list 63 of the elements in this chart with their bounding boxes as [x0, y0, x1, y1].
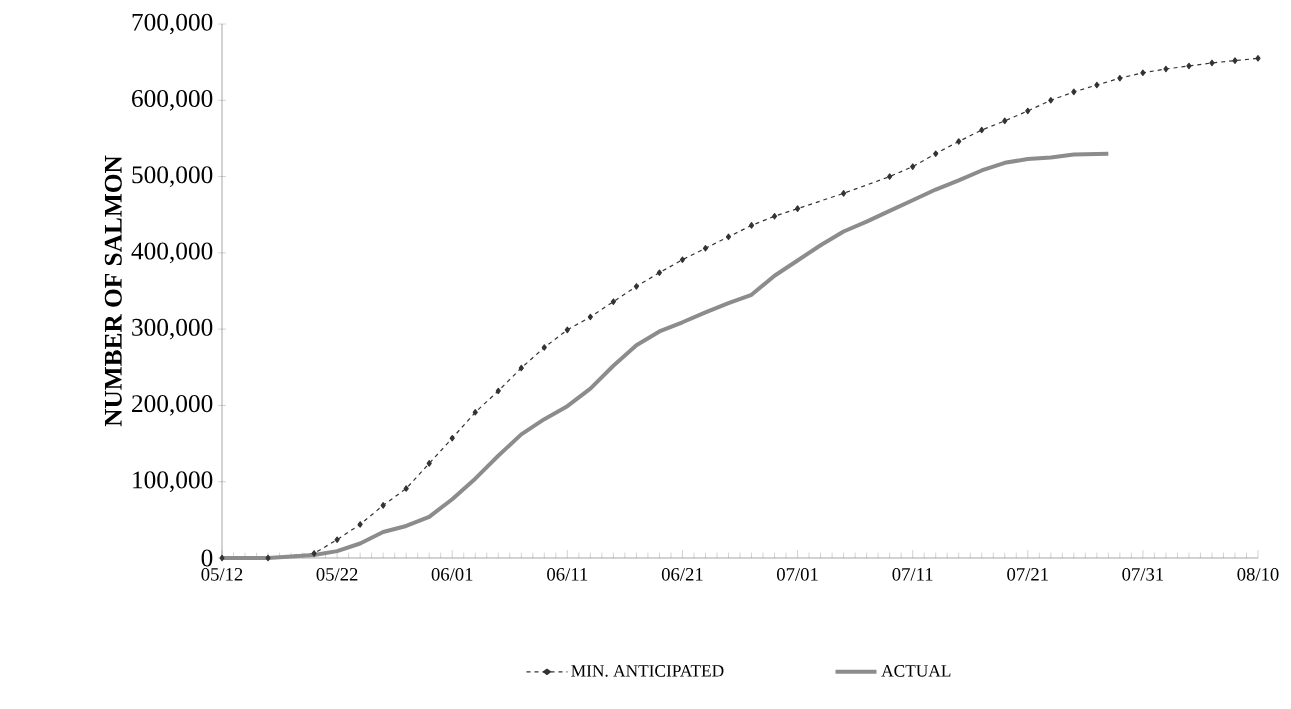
point [1186, 62, 1192, 70]
point [979, 126, 985, 134]
y-tick-label: 500,000 [132, 166, 213, 187]
y-tick-label: 700,000 [132, 13, 213, 35]
point [1232, 57, 1238, 64]
point [887, 173, 893, 180]
x-tick-label: 08/10 [1237, 568, 1279, 581]
point [748, 222, 755, 229]
x-tick-label: 07/31 [1122, 568, 1164, 581]
x-tick-label: 07/11 [892, 568, 933, 581]
point [311, 550, 317, 557]
x-tick-label: 07/21 [1007, 568, 1048, 581]
point [771, 212, 778, 220]
point [1209, 59, 1215, 67]
point [1048, 97, 1054, 104]
point [219, 554, 225, 562]
point [472, 409, 478, 416]
point [725, 233, 732, 241]
x-tick-label: 07/01 [777, 568, 818, 581]
point [1071, 88, 1077, 96]
point [357, 521, 363, 528]
legend-label: ACTUAL [881, 665, 951, 677]
point [702, 245, 709, 252]
point [1025, 107, 1031, 115]
point [1163, 65, 1169, 73]
x-tick-label: 05/22 [316, 568, 358, 581]
point [841, 190, 847, 197]
point [956, 138, 962, 145]
point [679, 256, 686, 263]
x-tick-label: 06/01 [431, 568, 473, 581]
x-tick-label: 06/21 [661, 568, 703, 581]
y-tick-label: 100,000 [133, 471, 213, 493]
point [587, 313, 593, 321]
y-tick-label: 200,000 [132, 395, 213, 416]
point [265, 554, 271, 562]
y-tick-label: 0 [201, 549, 213, 567]
point [1002, 117, 1008, 125]
point [1140, 69, 1146, 77]
point [334, 536, 340, 543]
point [656, 269, 663, 276]
point [633, 283, 640, 290]
legend-label: MIN. ANTICIPATED [571, 665, 724, 677]
point [380, 502, 386, 509]
point [426, 460, 432, 467]
point [910, 163, 916, 170]
point [495, 387, 501, 395]
point [403, 485, 409, 492]
y-axis-title: NUMBER OF SALMON [104, 155, 122, 427]
point [518, 364, 524, 372]
y-tick-label: 600,000 [132, 89, 213, 111]
point [564, 326, 570, 334]
point [1117, 74, 1123, 82]
y-tick-label: 400,000 [131, 242, 213, 264]
point [541, 344, 547, 351]
point [610, 298, 616, 305]
point [449, 434, 455, 442]
point [1255, 55, 1261, 62]
x-tick-label: 05/12 [201, 568, 243, 581]
x-tick-label: 06/11 [547, 568, 588, 581]
y-tick-label: 300,000 [132, 318, 213, 340]
point [933, 150, 939, 157]
point [794, 205, 801, 212]
point [1094, 81, 1100, 89]
